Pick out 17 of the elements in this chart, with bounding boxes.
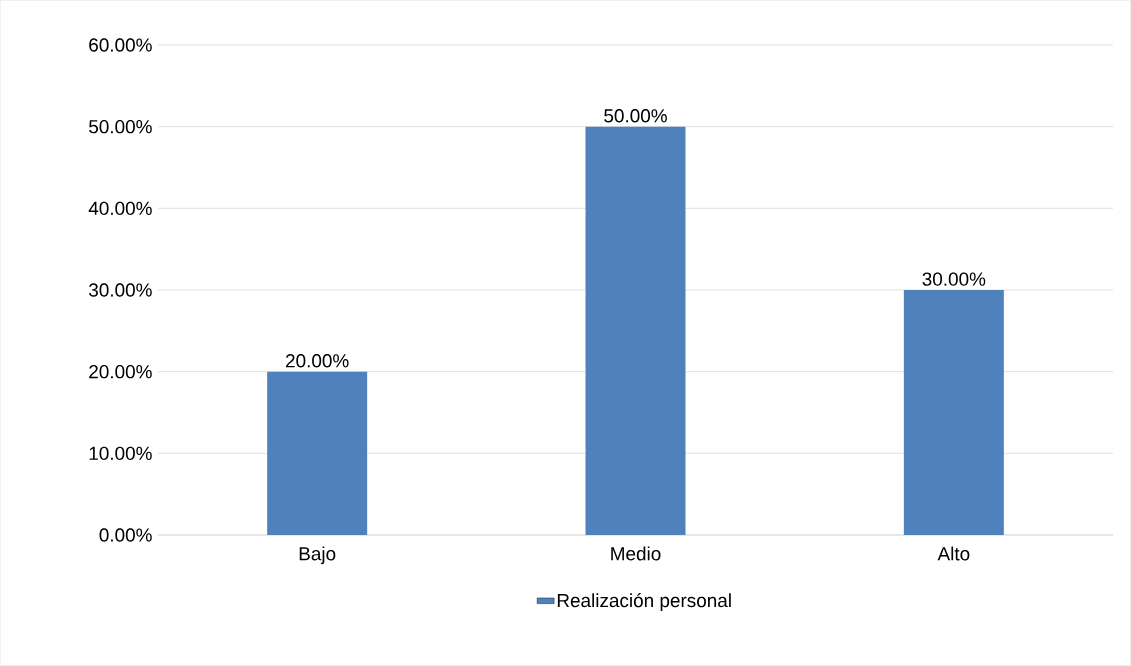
y-tick-label: 40.00%	[88, 201, 152, 216]
y-tick-label: 60.00%	[89, 38, 152, 52]
y-tick-label: 10.00%	[89, 446, 152, 461]
data-label: 50.00%	[604, 109, 667, 123]
y-tick-label: 20.00%	[89, 364, 152, 379]
y-tick-label: 0.00%	[99, 528, 152, 542]
bar	[267, 371, 368, 535]
x-tick-label: Medio	[611, 546, 661, 561]
bar	[903, 290, 1004, 535]
x-tick-label: Alto	[937, 546, 970, 561]
legend-label: Realización personal	[557, 593, 731, 611]
data-label: 30.00%	[922, 272, 986, 286]
data-label: 20.00%	[286, 354, 349, 368]
y-tick-label: 30.00%	[89, 283, 152, 297]
y-tick-label: 50.00%	[89, 119, 152, 134]
bar	[585, 126, 686, 535]
x-tick-label: Bajo	[299, 546, 336, 565]
